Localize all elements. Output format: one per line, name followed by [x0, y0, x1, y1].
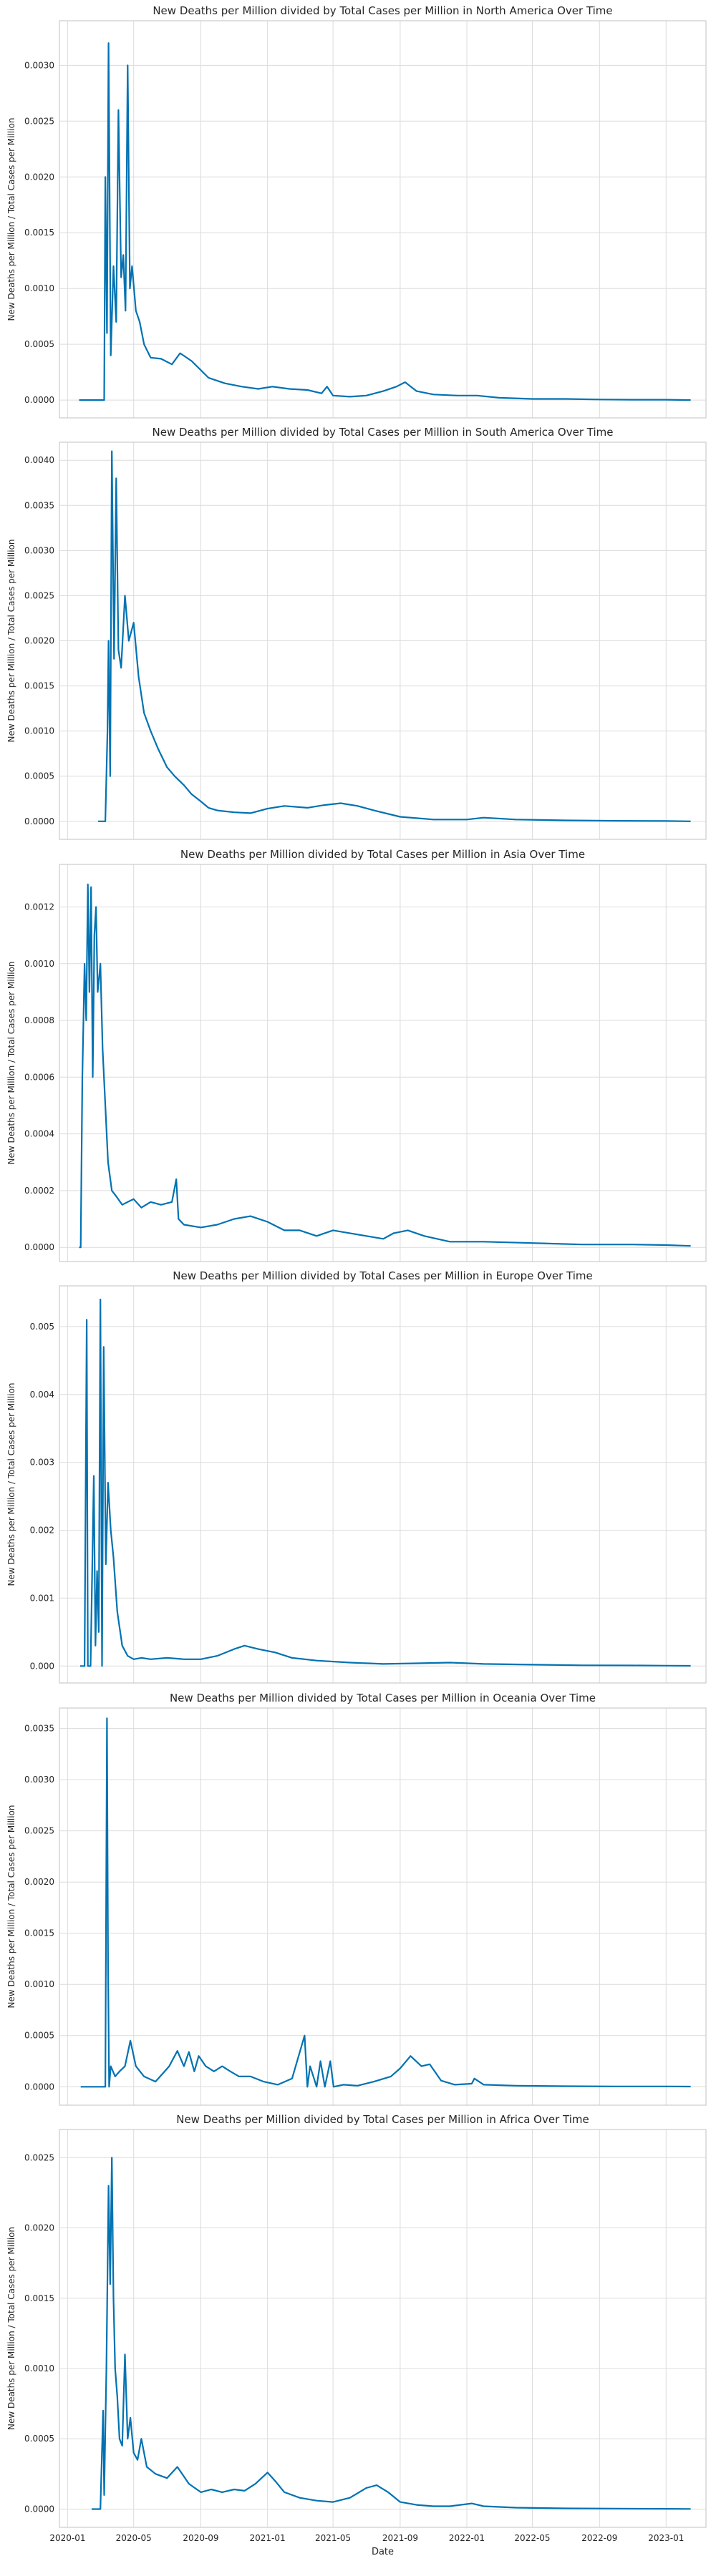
y-axis-label: New Deaths per Million / Total Cases per…	[6, 961, 16, 1164]
y-tick-label: 0.0010	[24, 283, 54, 293]
y-tick-label: 0.0035	[24, 1724, 54, 1734]
x-tick-label: 2020-09	[183, 2533, 218, 2543]
series-line	[92, 2157, 691, 2510]
y-tick-label: 0.0015	[24, 2293, 54, 2303]
x-tick-label: 2020-05	[116, 2533, 152, 2543]
y-tick-label: 0.0005	[24, 339, 54, 349]
y-tick-label: 0.0015	[24, 681, 54, 691]
x-tick-label: 2022-01	[449, 2533, 485, 2543]
y-tick-label: 0.0005	[24, 2434, 54, 2444]
y-axis-label: New Deaths per Million / Total Cases per…	[6, 117, 16, 321]
plot-frame	[59, 1707, 707, 2106]
y-tick-label: 0.0008	[24, 1015, 54, 1025]
y-tick-label: 0.0000	[24, 2504, 54, 2514]
y-tick-label: 0.0010	[24, 959, 54, 969]
plot-frame	[59, 2129, 707, 2528]
x-tick-label: 2021-01	[250, 2533, 286, 2543]
y-tick-label: 0.0000	[24, 2082, 54, 2092]
y-tick-label: 0.004	[30, 1390, 54, 1400]
y-tick-label: 0.0000	[24, 395, 54, 405]
y-tick-label: 0.0006	[24, 1072, 54, 1082]
y-tick-label: 0.0025	[24, 116, 54, 126]
x-tick-label: 2022-09	[581, 2533, 617, 2543]
y-tick-label: 0.0015	[24, 1928, 54, 1938]
y-tick-label: 0.0015	[24, 228, 54, 238]
chart-title: New Deaths per Million divided by Total …	[153, 426, 614, 439]
series-line	[80, 1298, 691, 1667]
y-axis-label: New Deaths per Million / Total Cases per…	[6, 2227, 16, 2430]
y-axis-label: New Deaths per Million / Total Cases per…	[6, 539, 16, 742]
y-tick-label: 0.001	[30, 1593, 54, 1603]
series-line	[98, 450, 691, 822]
x-tick-label: 2022-05	[514, 2533, 550, 2543]
x-tick-label: 2023-01	[648, 2533, 684, 2543]
y-tick-label: 0.0020	[24, 1877, 54, 1887]
chart-title: New Deaths per Million divided by Total …	[170, 1692, 596, 1704]
y-tick-label: 0.0040	[24, 455, 54, 465]
y-tick-label: 0.0002	[24, 1186, 54, 1196]
y-tick-label: 0.0010	[24, 1979, 54, 1989]
y-tick-label: 0.0004	[24, 1129, 54, 1139]
y-tick-label: 0.0020	[24, 2223, 54, 2233]
series-line	[80, 1717, 691, 2088]
plot-frame	[59, 441, 707, 840]
y-tick-label: 0.0005	[24, 771, 54, 781]
plot-frame	[59, 20, 707, 419]
x-axis-label: Date	[372, 2547, 394, 2557]
y-tick-label: 0.0010	[24, 726, 54, 736]
y-tick-label: 0.002	[30, 1526, 54, 1536]
y-tick-label: 0.0030	[24, 1775, 54, 1785]
y-tick-label: 0.0020	[24, 636, 54, 646]
y-tick-label: 0.0030	[24, 60, 54, 70]
x-tick-label: 2021-09	[382, 2533, 418, 2543]
y-tick-label: 0.0025	[24, 590, 54, 600]
chart-title: New Deaths per Million divided by Total …	[176, 2113, 589, 2126]
y-tick-label: 0.003	[30, 1458, 54, 1468]
chart-title: New Deaths per Million divided by Total …	[153, 4, 612, 17]
x-tick-label: 2021-05	[315, 2533, 351, 2543]
y-tick-label: 0.0025	[24, 1826, 54, 1836]
series-line	[79, 42, 691, 401]
y-tick-label: 0.0000	[24, 816, 54, 826]
y-tick-label: 0.0010	[24, 2363, 54, 2373]
chart-title: New Deaths per Million divided by Total …	[180, 848, 585, 861]
chart-title: New Deaths per Million divided by Total …	[173, 1269, 592, 1282]
y-tick-label: 0.0025	[24, 2152, 54, 2162]
y-tick-label: 0.0035	[24, 500, 54, 510]
y-axis-label: New Deaths per Million / Total Cases per…	[6, 1382, 16, 1586]
plot-frame	[59, 864, 707, 1262]
y-tick-label: 0.0012	[24, 902, 54, 912]
y-axis-label: New Deaths per Million / Total Cases per…	[6, 1805, 16, 2008]
y-tick-label: 0.0030	[24, 545, 54, 555]
y-tick-label: 0.0000	[24, 1242, 54, 1252]
y-tick-label: 0.005	[30, 1322, 54, 1332]
plot-frame	[59, 1285, 707, 1684]
series-line	[79, 883, 691, 1249]
y-tick-label: 0.0020	[24, 172, 54, 182]
y-tick-label: 0.000	[30, 1661, 54, 1671]
y-tick-label: 0.0005	[24, 2031, 54, 2041]
x-tick-label: 2020-01	[49, 2533, 85, 2543]
